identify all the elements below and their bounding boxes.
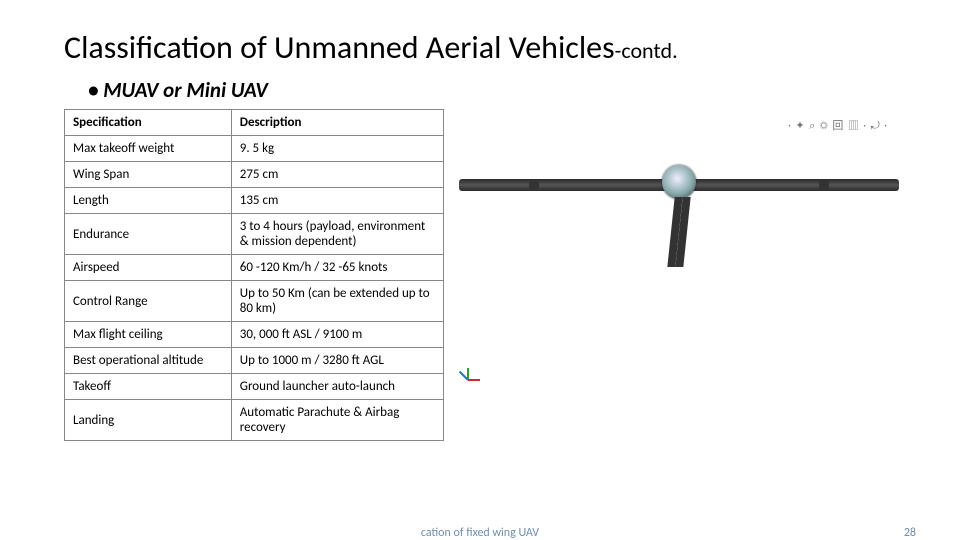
page-number: 28: [904, 526, 916, 540]
header-description: Description: [231, 110, 443, 136]
table-row: Airspeed60 -120 Km/h / 32 -65 knots: [65, 255, 444, 281]
uav-body: [662, 165, 696, 199]
axis-gizmo-icon: [468, 379, 492, 403]
header-specification: Specification: [65, 110, 232, 136]
uav-drawing: [459, 179, 899, 191]
table-row: Length135 cm: [65, 188, 444, 214]
title-suffix: -contd.: [615, 37, 678, 64]
uav-pod: [529, 181, 539, 189]
uav-pod: [819, 181, 829, 189]
footer-caption: cation of fixed wing UAV: [421, 526, 539, 540]
table-row: Endurance3 to 4 hours (payload, environm…: [65, 214, 444, 255]
table-row: Control RangeUp to 50 Km (can be extende…: [65, 281, 444, 322]
table-row: Wing Span275 cm: [65, 162, 444, 188]
spec-table: Specification Description Max takeoff we…: [64, 109, 444, 441]
slide-title: Classification of Unmanned Aerial Vehicl…: [64, 28, 896, 67]
table-header-row: Specification Description: [65, 110, 444, 136]
table-row: LandingAutomatic Parachute & Airbag reco…: [65, 400, 444, 441]
cad-toolbar-icons: · ✦ ⌕ ☼ 回 ▥ · ⤾ ·: [788, 117, 888, 133]
uav-figure: · ✦ ⌕ ☼ 回 ▥ · ⤾ ·: [462, 109, 896, 409]
table-row: TakeoffGround launcher auto-launch: [65, 374, 444, 400]
title-main: Classification of Unmanned Aerial Vehicl…: [64, 28, 615, 67]
table-row: Max flight ceiling30, 000 ft ASL / 9100 …: [65, 322, 444, 348]
table-row: Max takeoff weight9. 5 kg: [65, 136, 444, 162]
uav-propeller: [667, 197, 690, 267]
bullet-subheading: • MUAV or Mini UAV: [88, 77, 896, 103]
table-row: Best operational altitudeUp to 1000 m / …: [65, 348, 444, 374]
